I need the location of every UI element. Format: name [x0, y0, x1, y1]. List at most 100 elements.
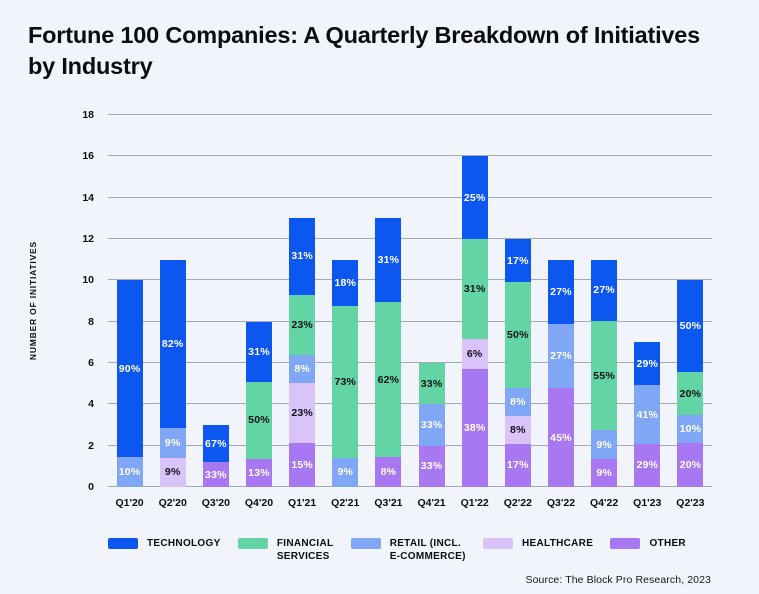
bar-segment-financial: 73%: [332, 306, 359, 458]
bar-segment-financial: 50%: [504, 282, 531, 389]
x-tick-label: Q3'21: [374, 497, 403, 509]
segment-percent-label: 23%: [291, 406, 313, 419]
gridline: 8: [88, 316, 712, 328]
bar-segment-retail: 33%: [418, 404, 445, 446]
gridline: 16: [82, 150, 712, 162]
bar-column-q123: 29% 41% 29% Q1'23: [626, 115, 669, 509]
gridline: 18: [82, 109, 712, 121]
y-tick-label: 6: [88, 357, 94, 369]
bar-column-q220: 9% 9% 82% Q2'20: [151, 115, 194, 509]
page-title-line-2: by Industry: [28, 53, 153, 79]
segment-percent-label: 41%: [636, 408, 659, 421]
y-tick-label: 0: [88, 481, 94, 493]
segment-percent-label: 20%: [679, 387, 702, 400]
x-tick-label: Q2'22: [503, 497, 532, 509]
gridline: 12: [82, 233, 712, 245]
bar-segment-technology: 31%: [289, 218, 316, 295]
legend-item-financial: FINANCIAL SERVICES: [237, 537, 334, 563]
legend: TECHNOLOGY FINANCIAL SERVICES RETAIL (INCL…: [108, 537, 686, 563]
bar-segment-technology: 82%: [159, 259, 186, 429]
legend-label: TECHNOLOGY: [147, 538, 221, 549]
stacked-bar: 17% 8% 8% 50% 17%: [504, 239, 531, 487]
stacked-bar: 33% 67%: [202, 425, 229, 487]
bar-segment-other: 38%: [461, 369, 488, 487]
bar-segment-financial: 31%: [461, 239, 488, 340]
stacked-bar: 20% 10% 20% 50%: [677, 280, 704, 487]
page-title-line-1: Fortune 100 Companies: A Quarterly Break…: [28, 22, 701, 48]
segment-percent-label: 17%: [507, 254, 529, 267]
segment-percent-label: 9%: [164, 466, 181, 479]
y-tick-label: 12: [82, 233, 94, 245]
x-tick-label: Q1'20: [115, 497, 144, 509]
segment-percent-label: 9%: [164, 436, 181, 449]
gridline: 4: [88, 398, 712, 410]
source-credit: Source: The Block Pro Research, 2023: [525, 574, 711, 586]
stacked-bar: 38% 6% 31% 25%: [461, 156, 488, 487]
bar-segment-retail: 41%: [634, 385, 661, 444]
stacked-bar: 9% 73% 18%: [332, 259, 359, 487]
bar-segment-technology: 50%: [677, 280, 704, 372]
bar-segment-other: 8%: [375, 457, 402, 487]
segment-percent-label: 29%: [636, 357, 659, 370]
bar-segment-retail: 9%: [159, 428, 186, 458]
stacked-bar: 15% 23% 8% 23% 31%: [289, 218, 316, 487]
gridline: 10: [82, 274, 712, 286]
gridline: 0: [88, 481, 712, 493]
stacked-bar: 10% 90%: [116, 280, 143, 487]
bar-segment-retail: 9%: [591, 430, 618, 459]
stacked-bar: 33% 33% 33%: [418, 363, 445, 487]
bar-segment-other: 33%: [202, 462, 229, 487]
bar-column-q222: 17% 8% 8% 50% 17% Q2'22: [496, 115, 539, 509]
bar-segment-financial: 62%: [375, 301, 402, 458]
bar-segment-technology: 67%: [202, 425, 229, 463]
segment-percent-label: 33%: [420, 419, 443, 431]
segment-percent-label: 9%: [596, 438, 612, 451]
segment-percent-label: 45%: [550, 431, 572, 444]
segment-percent-label: 10%: [118, 465, 141, 478]
segment-percent-label: 29%: [636, 459, 659, 472]
bar-segment-healthcare: 9%: [159, 457, 186, 487]
y-axis-title: NUMBER OF INITIATIVES: [28, 241, 38, 361]
legend-swatch: [237, 538, 268, 549]
legend-swatch: [483, 538, 514, 549]
bar-segment-technology: 25%: [461, 156, 488, 239]
bar-segment-healthcare: 23%: [289, 382, 316, 443]
segment-percent-label: 55%: [593, 369, 615, 382]
segment-percent-label: 50%: [248, 414, 270, 427]
segment-percent-label: 27%: [550, 285, 572, 298]
segment-percent-label: 25%: [463, 191, 486, 204]
segment-percent-label: 82%: [161, 337, 184, 350]
segment-percent-label: 67%: [205, 437, 227, 450]
segment-percent-label: 18%: [334, 277, 357, 290]
bar-column-q322: 45% 27% 27% Q3'22: [539, 115, 582, 509]
x-tick-label: Q2'21: [331, 497, 360, 509]
segment-percent-label: 50%: [507, 329, 529, 342]
bar-segment-other: 13%: [245, 458, 272, 487]
bar-column-q422: 9% 9% 55% 27% Q4'22: [583, 115, 626, 509]
segment-percent-label: 33%: [420, 377, 443, 390]
segment-percent-label: 9%: [596, 466, 612, 479]
y-tick-label: 4: [88, 398, 94, 411]
legend-label: RETAIL (INCL. E-COMMERCE): [389, 538, 466, 562]
y-tick-label: 2: [88, 439, 94, 452]
bar-segment-technology: 27%: [547, 259, 574, 324]
legend-swatch: [610, 538, 641, 549]
y-axis-title-wrap: NUMBER OF INITIATIVES: [26, 115, 40, 487]
legend-swatch: [350, 538, 381, 549]
segment-percent-label: 6%: [466, 348, 483, 361]
bars-layer: 10% 90% Q1'20 9% 9% 82% Q2'20 33% 67% Q3'20 13% 50%…: [108, 115, 712, 509]
bar-segment-technology: 29%: [634, 342, 661, 386]
bar-segment-retail: 8%: [504, 388, 531, 416]
bar-column-q421: 33% 33% 33% Q4'21: [410, 115, 453, 509]
bar-segment-technology: 18%: [332, 259, 359, 307]
segment-percent-label: 50%: [679, 320, 702, 332]
bar-segment-other: 9%: [591, 458, 618, 487]
legend-label: OTHER: [649, 538, 686, 549]
bar-segment-retail: 9%: [332, 457, 359, 487]
segment-percent-label: 17%: [507, 459, 529, 472]
gridline: 6: [88, 357, 712, 369]
segment-percent-label: 13%: [248, 466, 270, 479]
bar-segment-retail: 10%: [677, 415, 704, 444]
bar-column-q321: 8% 62% 31% Q3'21: [367, 115, 410, 509]
segment-percent-label: 9%: [337, 466, 354, 479]
